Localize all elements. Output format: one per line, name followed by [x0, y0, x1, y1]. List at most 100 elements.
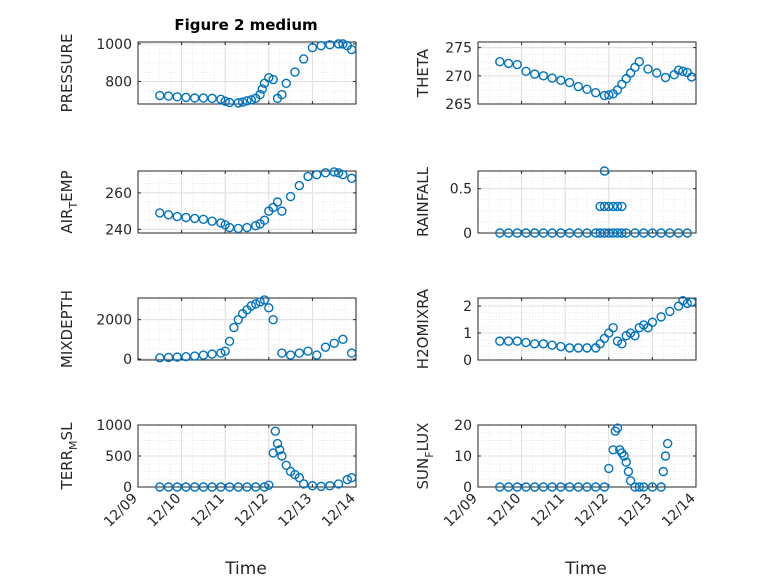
data-point [612, 228, 623, 238]
data-point [495, 482, 505, 492]
data-point [599, 201, 610, 212]
data-point [591, 88, 601, 98]
data-point [172, 482, 182, 492]
y-axis-label: AIRTEMP [58, 170, 80, 233]
data-point [172, 211, 182, 222]
subplot-mixdepth: 0 2000 MIXDEPTH [58, 290, 357, 368]
data-point [224, 97, 235, 108]
data-point [538, 339, 549, 349]
data-point [634, 57, 645, 67]
data-point [224, 482, 235, 492]
data-point [346, 173, 357, 183]
data-point [573, 343, 583, 353]
data-point [216, 482, 226, 492]
y-tick-label: 275 [445, 41, 472, 57]
data-point [538, 482, 549, 492]
data-point [547, 228, 557, 238]
data-point [181, 92, 191, 103]
data-point [634, 482, 645, 492]
data-point [573, 228, 583, 238]
data-point [638, 228, 649, 238]
y-axis-label: H2OMIXRA [414, 288, 432, 369]
subplot-air-temp: 240 260 AIRTEMP [58, 167, 357, 238]
data-point [264, 480, 274, 490]
data-point [673, 65, 684, 75]
data-point [503, 336, 514, 346]
data-point [270, 426, 281, 436]
x-axis-label: Time [564, 559, 607, 579]
data-point [216, 94, 226, 105]
data-point [294, 473, 305, 483]
data-point [155, 482, 165, 492]
data-point [495, 336, 505, 346]
subplot-rainfall: 0 0.5 RAINFALL [414, 166, 697, 242]
axes-frame [477, 41, 697, 105]
data-point [316, 481, 326, 492]
data-point [325, 481, 335, 491]
data-point [181, 351, 191, 362]
data-point [678, 66, 688, 77]
data-point [503, 58, 514, 69]
data-point [617, 228, 627, 238]
data-point [207, 482, 217, 492]
data-point [643, 64, 653, 74]
data-point [189, 482, 200, 492]
data-point [599, 482, 610, 492]
data-point [538, 228, 549, 238]
data-point [303, 346, 313, 356]
y-axis-label: SUNFLUX [414, 423, 436, 490]
y-tick-label: 0 [463, 480, 472, 496]
data-point [617, 201, 627, 212]
y-tick-label: 500 [105, 449, 132, 465]
data-point [547, 73, 557, 83]
data-point [582, 482, 592, 492]
data-point [207, 93, 217, 104]
data-point [660, 72, 671, 83]
data-point [660, 451, 671, 461]
data-point [272, 438, 283, 449]
data-point [623, 466, 634, 477]
data-point [604, 463, 614, 474]
data-point [275, 445, 285, 455]
data-point [242, 96, 252, 106]
data-point [220, 346, 230, 356]
axes-frame [477, 297, 697, 361]
data-point [582, 84, 592, 95]
data-point [257, 84, 267, 94]
data-point [198, 482, 209, 492]
data-point [604, 201, 614, 212]
data-point [342, 474, 352, 485]
data-point [595, 228, 605, 238]
data-point [312, 169, 322, 180]
data-point [495, 57, 505, 67]
data-point [529, 228, 540, 238]
data-point [529, 69, 540, 79]
data-point [608, 322, 618, 333]
data-point [181, 212, 191, 223]
data-point [189, 351, 200, 361]
y-axis-label: RAINFALL [414, 166, 432, 237]
data-point [673, 228, 684, 238]
data-point [656, 228, 666, 238]
data-point [307, 42, 318, 53]
data-point [246, 95, 257, 105]
data-point [268, 314, 278, 325]
data-point [312, 350, 322, 360]
data-point [573, 81, 583, 92]
data-point [259, 215, 270, 225]
data-point [294, 180, 305, 191]
data-point [658, 466, 668, 477]
data-point [595, 201, 605, 212]
y-tick-label: 1 [463, 326, 472, 342]
data-point [298, 479, 309, 489]
data-point [298, 54, 309, 64]
data-point [556, 75, 566, 86]
data-point [307, 481, 318, 491]
data-point [638, 482, 649, 492]
y-tick-label: 0.5 [450, 182, 472, 198]
data-point [290, 67, 300, 77]
data-point [599, 228, 610, 238]
data-point [333, 168, 344, 178]
data-point [277, 451, 287, 461]
